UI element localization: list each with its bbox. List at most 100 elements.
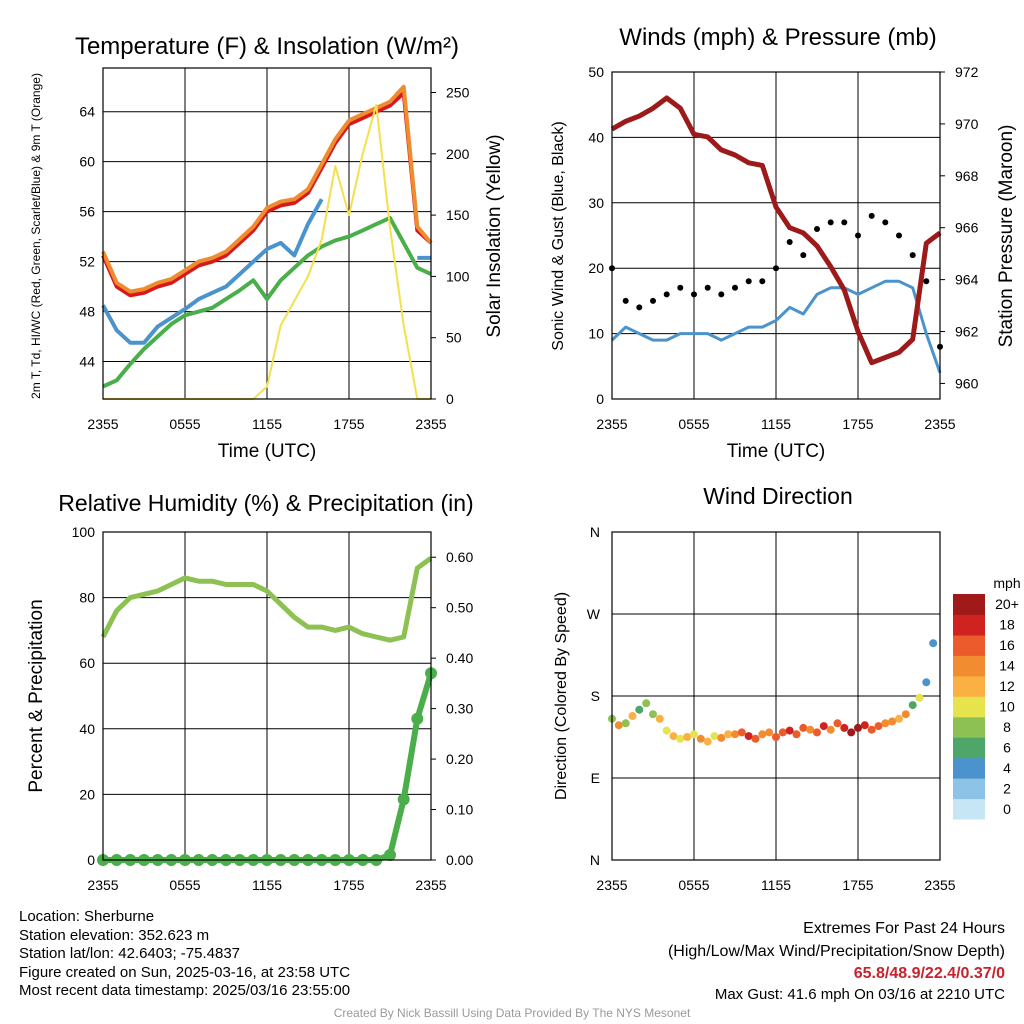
- created-text: Figure created on Sun, 2025-03-16, at 23…: [19, 963, 351, 981]
- series-line: [101, 198, 431, 345]
- y-tick-label: 60: [79, 154, 95, 170]
- x-tick-label: 1155: [252, 416, 282, 432]
- direction-point: [614, 721, 623, 730]
- series-line: [610, 95, 942, 366]
- colorbar-label: 18: [999, 617, 1015, 633]
- x-tick-label: 0555: [678, 416, 709, 432]
- plot-frame: [611, 71, 941, 400]
- gust-point: [896, 232, 902, 239]
- gust-point: [759, 278, 766, 285]
- gust-point: [868, 212, 875, 219]
- colorbar-label: 16: [999, 637, 1015, 653]
- colorbar-label: 14: [999, 658, 1015, 674]
- x-tick-label: 2355: [596, 877, 627, 893]
- direction-point: [860, 721, 869, 730]
- y-tick-label: E: [591, 770, 600, 786]
- y-axis-label-left: Percent & Precipitation: [26, 599, 47, 792]
- colorbar-label: 6: [1003, 739, 1011, 755]
- y-tick-label: 52: [79, 254, 95, 270]
- chart-title: Winds (mph) & Pressure (mb): [619, 24, 936, 51]
- colorbar-label: 20+: [995, 596, 1019, 612]
- gust-point: [745, 278, 752, 285]
- right-tick-label: 970: [955, 116, 979, 132]
- direction-point: [854, 723, 862, 732]
- colorbar-label: 8: [1003, 719, 1011, 735]
- x-tick-label: 1755: [842, 416, 873, 432]
- direction-point: [813, 728, 821, 737]
- credit-text: Created By Nick Bassill Using Data Provi…: [333, 1006, 691, 1020]
- right-tick-label: 0.00: [446, 852, 473, 868]
- x-tick-label: 1755: [333, 877, 364, 893]
- colorbar-label: 10: [999, 699, 1015, 715]
- x-tick-label: 2355: [415, 416, 446, 432]
- direction-point: [635, 705, 644, 714]
- direction-point: [867, 725, 876, 734]
- right-tick-label: 0: [446, 391, 454, 407]
- right-tick-label: 250: [446, 85, 470, 101]
- direction-point: [929, 639, 938, 648]
- direction-point: [642, 699, 651, 708]
- right-tick-label: 0.20: [446, 751, 473, 767]
- x-tick-label: 0555: [169, 877, 200, 893]
- direction-point: [901, 710, 910, 719]
- x-tick-label: 0555: [169, 416, 200, 432]
- y-tick-label: 56: [79, 204, 95, 220]
- x-tick-label: 2355: [87, 877, 118, 893]
- x-tick-label: 1155: [252, 877, 282, 893]
- colorbar-swatch: [953, 778, 985, 800]
- direction-point: [799, 723, 808, 732]
- y-tick-label: 44: [79, 354, 95, 370]
- y-axis-label-right: Station Pressure (Maroon): [996, 125, 1017, 348]
- y-axis-label-left: Sonic Wind & Gust (Blue, Black): [550, 121, 567, 350]
- x-tick-label: 2355: [924, 877, 955, 893]
- direction-point: [628, 712, 637, 720]
- direction-point: [826, 725, 835, 734]
- latlon-text: Station lat/lon: 42.6403; -75.4837: [19, 945, 241, 963]
- gust-point: [622, 297, 629, 304]
- right-tick-label: 0.40: [446, 650, 473, 666]
- extremes-subtitle: (High/Low/Max Wind/Precipitation/Snow De…: [667, 942, 1005, 960]
- right-tick-label: 968: [955, 168, 979, 184]
- direction-point: [655, 714, 664, 723]
- y-tick-label: 0: [87, 852, 95, 868]
- plot-frame: [102, 531, 432, 861]
- right-tick-label: 50: [446, 330, 462, 346]
- direction-point: [915, 693, 924, 702]
- direction-point: [683, 733, 692, 741]
- colorbar-label: 0: [1003, 801, 1011, 817]
- colorbar-label: 2: [1003, 780, 1011, 796]
- direction-point: [662, 726, 671, 735]
- right-tick-label: 966: [955, 220, 979, 236]
- direction-point: [895, 714, 903, 723]
- colorbar-swatch: [953, 716, 985, 738]
- right-tick-label: 150: [446, 207, 470, 223]
- gust-point: [800, 252, 807, 259]
- direction-point: [772, 733, 780, 741]
- y-tick-label: 10: [588, 326, 604, 342]
- direction-point: [649, 710, 657, 719]
- right-tick-label: 962: [955, 324, 979, 340]
- direction-point: [737, 728, 746, 737]
- gust-point: [909, 252, 916, 259]
- gust-point: [923, 278, 930, 285]
- colorbar-label: 4: [1003, 760, 1011, 776]
- x-tick-label: 0555: [678, 877, 709, 893]
- y-tick-label: N: [590, 524, 600, 540]
- direction-point: [758, 730, 767, 739]
- direction-point: [676, 734, 685, 743]
- x-tick-label: 1755: [333, 416, 364, 432]
- y-axis-label-right: Solar Insolation (Yellow): [484, 134, 505, 337]
- gust-point: [718, 291, 725, 298]
- colorbar-swatch: [953, 798, 985, 820]
- extremes-block: Extremes For Past 24 Hours (High/Low/Max…: [668, 918, 1005, 1004]
- direction-point: [717, 733, 726, 742]
- gust-point: [855, 232, 861, 239]
- direction-point: [690, 730, 698, 739]
- y-tick-label: 100: [72, 524, 96, 540]
- x-tick-label: 2355: [596, 416, 627, 432]
- direction-point: [621, 719, 630, 728]
- y-tick-label: 64: [79, 104, 95, 120]
- direction-point: [696, 734, 705, 743]
- colorbar-swatch: [953, 737, 985, 759]
- plot-frame: [102, 67, 432, 400]
